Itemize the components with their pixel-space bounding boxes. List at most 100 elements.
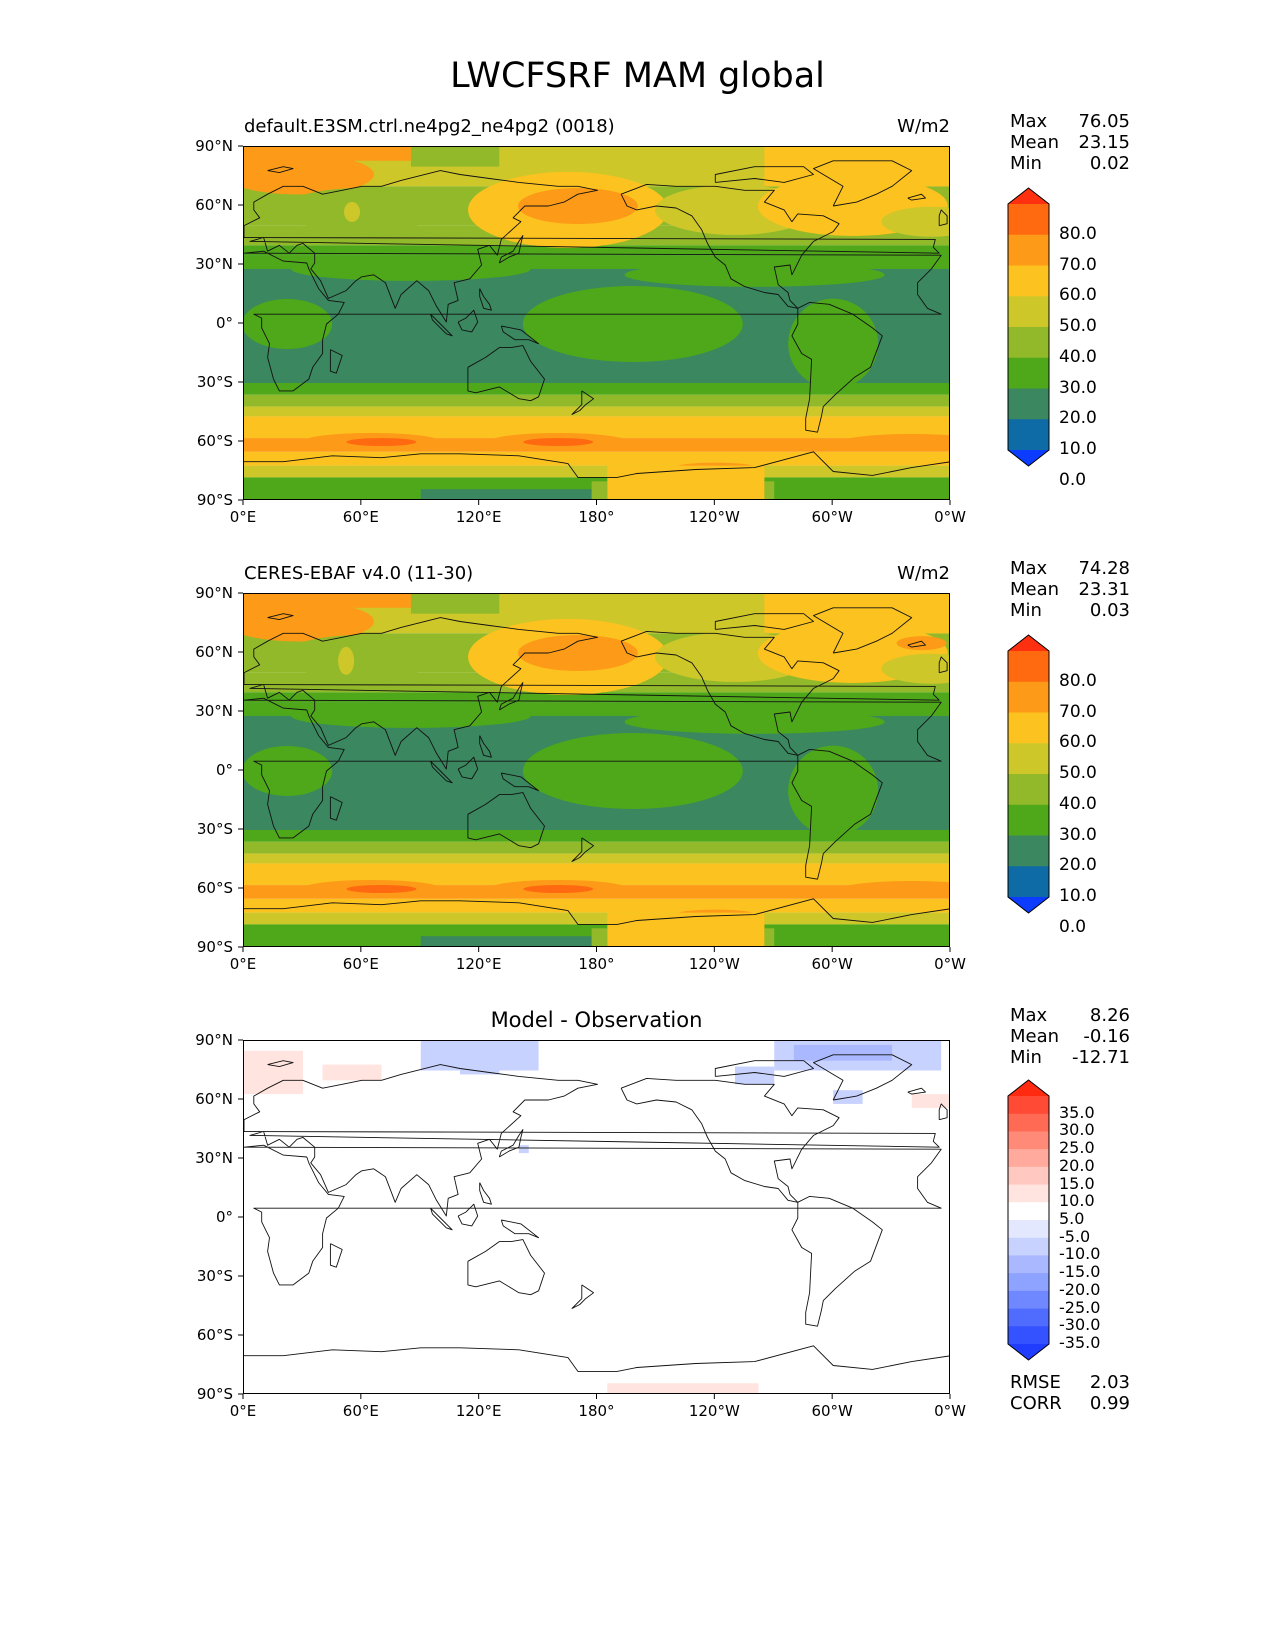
colorbar-segment <box>1008 1220 1049 1239</box>
coastline-segment <box>329 796 343 821</box>
x-tick-label: 60°E <box>342 1402 379 1420</box>
y-tick-label: 90°N <box>195 1031 233 1049</box>
contour-region <box>911 1094 949 1108</box>
coastline-segment <box>244 170 940 323</box>
contour-region <box>322 1064 382 1081</box>
contour-blob <box>788 298 879 389</box>
x-tick-label: 180° <box>578 508 615 526</box>
y-tick-label: 60°S <box>196 879 233 897</box>
colorbar-tick-label: 0.0 <box>1059 469 1087 490</box>
x-tick-label: 120°W <box>688 955 740 973</box>
y-tick-label: 90°N <box>195 584 233 602</box>
contour-region <box>764 928 775 946</box>
colorbar-segment <box>1008 327 1049 359</box>
coastline-segment <box>791 748 883 880</box>
colorbar-tick-label: 35.0 <box>1059 1102 1095 1122</box>
stat-value-corr: 0.99 <box>1089 1393 1130 1414</box>
contour-blob <box>841 881 949 897</box>
contour-band <box>244 692 949 703</box>
contour-blob <box>281 187 442 232</box>
contour-band <box>244 912 949 925</box>
axis-ticks <box>238 145 951 505</box>
stat-label-min: Min <box>1010 600 1042 621</box>
x-tick-label: 180° <box>578 955 615 973</box>
colorbar-tick-label: 20.0 <box>1059 1155 1095 1175</box>
colorbar-extend-min <box>1008 897 1049 913</box>
coastline-segment <box>907 1087 926 1095</box>
colorbar-tick-label: 5.0 <box>1059 1209 1085 1228</box>
x-tick-label: 60°E <box>342 508 379 526</box>
colorbar-segment <box>1008 1166 1049 1186</box>
colorbar-segment <box>1008 1096 1049 1115</box>
x-tick-label: 60°W <box>811 955 853 973</box>
coastline-segment <box>244 1144 942 1286</box>
colorbar-tick-label: 10.0 <box>1059 1191 1095 1211</box>
coastline-segment <box>813 607 913 654</box>
coastline-segment <box>479 1182 492 1205</box>
colorbar-tick-label: 10.0 <box>1059 886 1097 906</box>
colorbar-tick-label: -10.0 <box>1059 1244 1101 1264</box>
coastline-segment <box>813 1054 913 1101</box>
coastline-segment <box>620 630 840 756</box>
coastline-segment <box>244 697 942 839</box>
x-tick-label: 0°E <box>229 1402 257 1420</box>
x-tick-label: 60°W <box>811 508 853 526</box>
colorbar-tick-label: 40.0 <box>1059 793 1097 814</box>
y-tick-label: 30°N <box>195 255 233 273</box>
x-tick-label: 0°E <box>229 508 257 526</box>
y-tick-label: 0° <box>215 761 233 779</box>
contour-band <box>244 451 949 466</box>
colorbar-segment <box>1008 651 1049 683</box>
colorbar-segment <box>1008 804 1049 836</box>
contour-blob <box>523 438 594 446</box>
coastlines <box>244 1054 949 1372</box>
colorbar-tick-label: 20.0 <box>1059 408 1097 429</box>
coastline-segment <box>498 235 524 264</box>
x-tick-label: 0°W <box>934 955 966 973</box>
colorbar-tick-label: -5.0 <box>1059 1226 1091 1246</box>
coastline-segment <box>479 735 492 758</box>
coastline-segment <box>498 682 524 711</box>
coastline-segment <box>457 756 479 780</box>
colorbar-tick-label: 60.0 <box>1059 285 1097 306</box>
coastline-segment <box>329 1243 343 1268</box>
contour-region <box>833 1090 863 1104</box>
colorbar-segment <box>1008 1326 1049 1345</box>
contour-region <box>420 489 592 499</box>
panel-title: CERES-EBAF v4.0 (11-30) <box>244 563 474 584</box>
contour-blob <box>624 709 885 734</box>
stat-label-min: Min <box>1010 153 1042 174</box>
x-tick-label: 180° <box>578 1402 615 1420</box>
y-tick-label: 30°S <box>196 1267 233 1285</box>
colorbar-main <box>1007 634 1050 914</box>
stat-label-mean: Mean <box>1010 1026 1060 1047</box>
colorbar-segment <box>1008 1149 1049 1168</box>
coastlines <box>244 607 949 925</box>
contour-band <box>244 465 949 478</box>
coastline-segment <box>329 349 343 374</box>
colorbar-segment <box>1008 712 1049 744</box>
stat-label-corr: CORR <box>1010 1393 1062 1414</box>
diff-background <box>244 1041 949 1393</box>
map-field <box>244 147 949 499</box>
colorbar-segment <box>1008 681 1049 713</box>
coastline-segment <box>938 656 948 674</box>
coastline-segment <box>467 345 545 402</box>
colorbar-segment <box>1008 204 1049 236</box>
x-tick-label: 120°E <box>455 508 502 526</box>
contour-region <box>617 147 775 163</box>
coastline-segment <box>907 193 926 201</box>
x-tick-label: 60°W <box>811 1402 853 1420</box>
map-panel-3 <box>243 1040 950 1394</box>
contour-region <box>607 912 765 946</box>
contour-blob <box>522 733 743 809</box>
contour-region <box>607 1383 759 1393</box>
colorbar-segment <box>1008 1255 1049 1274</box>
colorbar-segment <box>1008 265 1049 297</box>
coastline-segment <box>457 1203 479 1227</box>
y-tick-label: 90°N <box>195 137 233 155</box>
colorbar-extend-max <box>1008 1080 1049 1096</box>
colorbar-outline <box>1007 187 1050 467</box>
map-field <box>244 1041 949 1393</box>
contour-region <box>518 1145 529 1154</box>
